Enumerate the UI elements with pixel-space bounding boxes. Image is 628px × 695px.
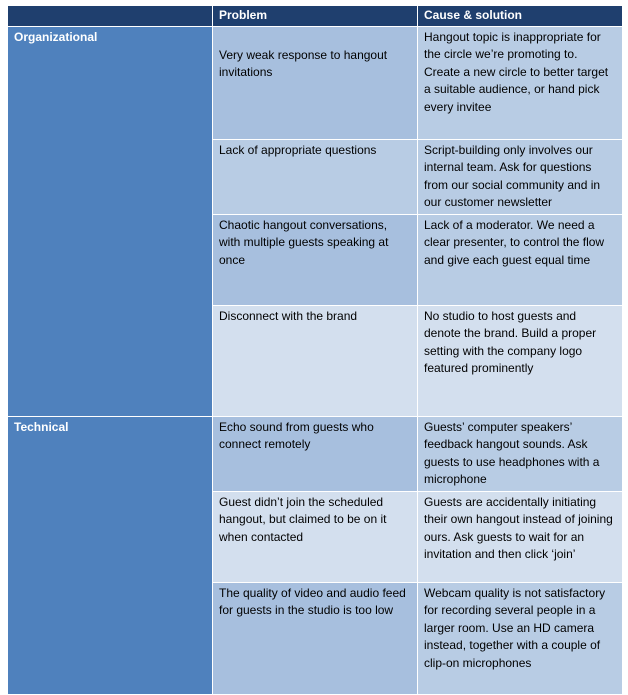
- solution-cell: Guests are accidentally initiating their…: [417, 490, 623, 583]
- table-row: Chaotic hangout conversations, with mult…: [8, 213, 623, 306]
- header-cell: [7, 5, 213, 27]
- problem-table: Problem Cause & solution Organizational V…: [7, 5, 623, 695]
- page: Problem Cause & solution Organizational V…: [7, 5, 623, 695]
- header-row: Problem Cause & solution: [7, 5, 623, 27]
- problem-cell: Disconnect with the brand: [212, 304, 418, 417]
- solution-cell: Guests’ computer speakers’ feedback hang…: [417, 415, 623, 492]
- problem-cell: Chaotic hangout conversations, with mult…: [212, 213, 418, 306]
- table-row: Organizational Very weak response to hang…: [7, 25, 623, 417]
- group-label: Organizational: [7, 25, 213, 417]
- solution-cell: Hangout topic is inappropriate for the c…: [417, 25, 623, 140]
- table-row: Lack of appropriate questions Script-buil…: [8, 138, 623, 215]
- table-row: Disconnect with the brand No studio to ho…: [8, 304, 623, 417]
- header-cell: Cause & solution: [417, 5, 623, 27]
- problem-cell: The quality of video and audio feed for …: [212, 581, 418, 695]
- solution-cell: Script-building only involves our intern…: [417, 138, 623, 215]
- table-body: Organizational Very weak response to hang…: [7, 25, 623, 695]
- table-row: Technical Echo sound from guests who conn…: [7, 415, 623, 695]
- solution-cell: No studio to host guests and denote the …: [417, 304, 623, 417]
- group-label: Technical: [7, 415, 213, 695]
- problem-cell: Echo sound from guests who connect remot…: [212, 415, 418, 492]
- table-header: Problem Cause & solution: [7, 5, 623, 27]
- problem-cell: Guest didn’t join the scheduled hangout,…: [212, 490, 418, 583]
- problem-cell: Very weak response to hangout invitation…: [212, 25, 418, 140]
- solution-cell: Lack of a moderator. We need a clear pre…: [417, 213, 623, 306]
- solution-cell: Webcam quality is not satisfactory for r…: [417, 581, 623, 695]
- problem-cell: Lack of appropriate questions: [212, 138, 418, 215]
- header-cell: Problem: [212, 5, 418, 27]
